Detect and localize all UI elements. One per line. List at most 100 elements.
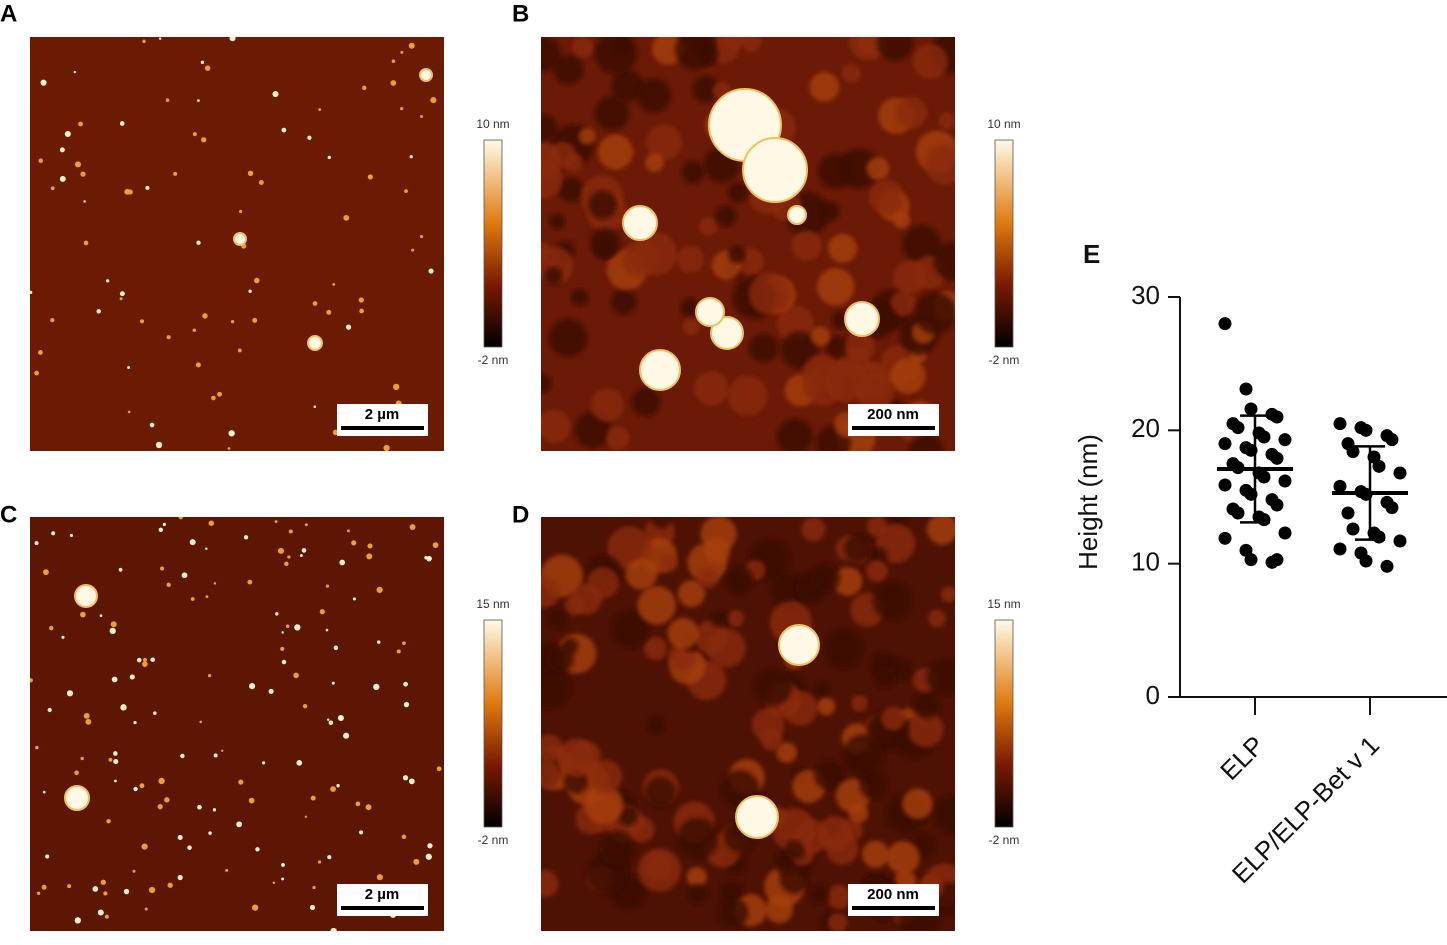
afm-feature	[676, 245, 705, 273]
y-tick-label: 20	[1131, 413, 1160, 443]
data-point	[1218, 437, 1232, 451]
afm-feature	[302, 703, 308, 709]
afm-feature	[49, 625, 54, 631]
afm-feature	[420, 115, 424, 118]
afm-feature	[248, 797, 255, 804]
colorbar-min-label: -2 nm	[478, 833, 509, 847]
afm-feature	[546, 645, 574, 673]
data-point	[1244, 402, 1258, 416]
afm-feature	[842, 734, 884, 777]
afm-feature	[727, 610, 744, 627]
afm-feature	[404, 189, 408, 193]
afm-feature	[697, 567, 719, 589]
afm-feature	[541, 159, 563, 200]
afm-feature	[301, 548, 307, 553]
panel-letter: A	[0, 0, 17, 27]
afm-feature	[167, 882, 173, 888]
afm-feature	[34, 370, 39, 376]
afm-feature	[546, 607, 569, 630]
afm-feature	[590, 388, 624, 422]
data-point	[1380, 559, 1394, 573]
afm-feature	[80, 756, 84, 761]
afm-feature	[677, 580, 706, 608]
afm-feature	[325, 628, 329, 632]
afm-feature	[275, 612, 279, 616]
afm-feature	[667, 617, 699, 650]
afm-feature	[541, 373, 552, 393]
afm-feature	[704, 537, 731, 564]
data-point	[1239, 382, 1253, 396]
afm-image	[30, 517, 444, 931]
afm-feature	[73, 70, 77, 74]
afm-texture	[541, 37, 955, 451]
data-point	[1244, 553, 1258, 567]
afm-feature	[148, 886, 156, 894]
afm-feature	[723, 565, 754, 596]
afm-feature	[833, 566, 863, 597]
afm-feature	[780, 331, 819, 369]
afm-feature	[856, 373, 895, 411]
afm-feature	[118, 567, 123, 572]
colorbar	[994, 139, 1014, 348]
afm-particle	[742, 137, 808, 203]
afm-feature	[727, 182, 749, 203]
afm-feature	[326, 309, 332, 315]
afm-feature	[51, 531, 56, 536]
afm-feature	[312, 301, 318, 306]
afm-feature	[928, 609, 947, 628]
afm-feature	[83, 200, 86, 203]
afm-feature	[281, 877, 285, 881]
afm-feature	[339, 559, 346, 566]
afm-feature	[309, 904, 316, 911]
afm-feature	[345, 324, 352, 330]
y-tick-label: 0	[1146, 680, 1160, 710]
afm-feature	[158, 777, 165, 785]
afm-feature	[809, 884, 830, 905]
afm-feature	[119, 297, 123, 301]
colorbar	[483, 619, 503, 828]
afm-feature	[710, 609, 729, 628]
afm-feature	[376, 586, 383, 594]
afm-feature	[227, 447, 231, 450]
colorbar-min-label: -2 nm	[989, 833, 1020, 847]
afm-feature	[765, 895, 794, 924]
afm-feature	[332, 282, 336, 286]
afm-feature	[208, 520, 215, 526]
afm-feature	[208, 831, 212, 835]
data-point	[1278, 474, 1292, 488]
afm-feature	[327, 718, 330, 721]
afm-feature	[36, 891, 41, 895]
afm-feature	[310, 795, 316, 801]
afm-feature	[313, 405, 317, 408]
afm-feature	[402, 775, 409, 781]
afm-feature	[38, 350, 43, 355]
afm-feature	[307, 135, 312, 140]
afm-feature	[133, 786, 138, 792]
afm-feature	[362, 85, 367, 91]
afm-feature	[425, 853, 432, 860]
afm-feature	[409, 155, 413, 159]
afm-feature	[247, 579, 253, 585]
afm-feature	[873, 666, 897, 689]
afm-feature	[281, 659, 287, 665]
afm-feature	[598, 134, 634, 170]
afm-feature	[791, 230, 822, 261]
data-point	[1257, 470, 1271, 484]
afm-particle	[778, 624, 820, 666]
afm-feature	[817, 816, 853, 852]
afm-feature	[204, 65, 211, 71]
afm-feature	[109, 627, 116, 635]
afm-feature	[869, 179, 904, 215]
afm-feature	[890, 290, 916, 317]
afm-feature	[544, 266, 563, 286]
afm-feature	[677, 817, 719, 860]
afm-feature	[237, 348, 242, 353]
afm-feature	[74, 161, 82, 168]
afm-feature	[248, 289, 252, 293]
afm-feature	[841, 63, 861, 83]
afm-feature	[594, 96, 630, 131]
afm-feature	[178, 517, 183, 520]
afm-feature	[59, 175, 66, 182]
afm-feature	[181, 572, 188, 579]
scale-bar-box	[337, 884, 428, 916]
